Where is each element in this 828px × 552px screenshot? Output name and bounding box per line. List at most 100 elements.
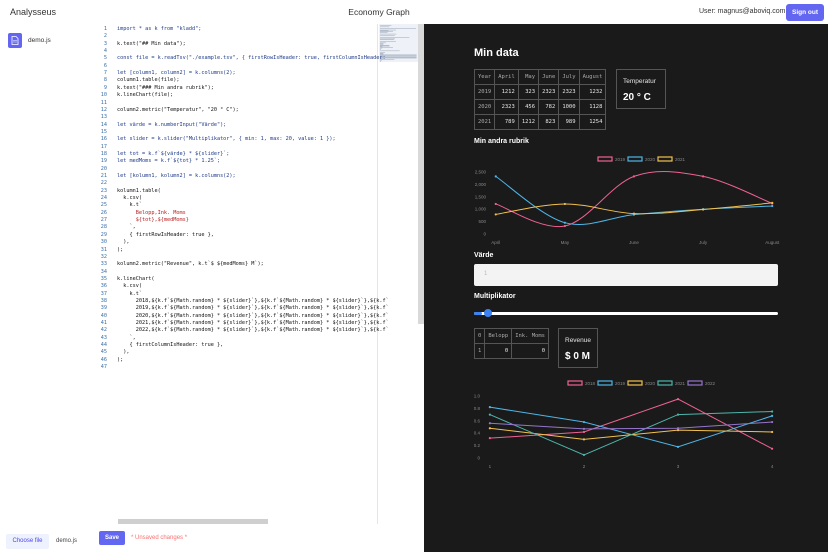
data-point-2022: [771, 420, 774, 424]
code-line[interactable]: 42 2022,${k.f`${Math.random} * ${slider}…: [93, 327, 389, 334]
multiplikator-slider[interactable]: [474, 309, 778, 317]
legend-label: 2020: [645, 157, 656, 162]
code-line[interactable]: 39 2019,${k.f`${Math.random} * ${slider}…: [93, 305, 389, 312]
code-line[interactable]: 30 ),: [93, 239, 383, 246]
legend-label: 2018: [585, 381, 596, 386]
code-line[interactable]: 17: [93, 144, 383, 151]
legend-item-2019[interactable]: 2019: [597, 156, 626, 162]
data-point-2018: [676, 398, 680, 401]
code-line[interactable]: 46);: [93, 357, 383, 364]
code-text: );: [117, 356, 124, 363]
code-line[interactable]: 19 let medMoms = k.f`${tot} * 1.25`;: [93, 158, 383, 165]
legend-swatch: [597, 380, 613, 386]
line-number: 37: [100, 290, 107, 297]
code-line[interactable]: 16 let slider = k.slider("Multiplikator",…: [93, 136, 383, 143]
line-number: 13: [100, 114, 107, 121]
sidebar-file-name: demo.js: [28, 37, 51, 44]
code-text: { firstRowIsHeader: true },: [117, 231, 214, 238]
code-line[interactable]: 28 `,: [93, 224, 383, 231]
code-line[interactable]: 12 column2.metric("Temperatur", "20 ° C")…: [93, 107, 383, 114]
code-text: let [kolumn1, kolumn2] = k.columns(2);: [117, 173, 236, 179]
legend-item-2020[interactable]: 2020: [627, 156, 656, 162]
code-line[interactable]: 9 k.text("### Min andra rubrik");: [93, 85, 383, 92]
code-line[interactable]: 40 2020,${k.f`${Math.random} * ${slider}…: [93, 313, 389, 320]
code-editor[interactable]: 1 import * as k from "kladd"; 2 3 k.text("##…: [93, 24, 424, 524]
code-line[interactable]: 1 import * as k from "kladd";: [93, 26, 383, 33]
data-point-2019: [488, 406, 491, 409]
sidebar-file-item[interactable]: demo.js: [8, 33, 88, 49]
legend-item-2018[interactable]: 2018: [567, 380, 596, 386]
vaerde-number-input[interactable]: 1: [474, 264, 778, 286]
code-line[interactable]: 35 k.lineChart(: [93, 276, 383, 283]
table-header-row: Year April May June July August: [473, 69, 607, 85]
code-line[interactable]: 5 const file = k.readTsv("./example.tsv",…: [93, 55, 386, 62]
code-line[interactable]: 26 Belopp,Ink. Moms: [93, 210, 383, 217]
code-text: ${tot},${medMoms}: [117, 217, 189, 224]
code-line[interactable]: 21 let [kolumn1, kolumn2] = k.columns(2);: [93, 173, 383, 180]
code-line[interactable]: 4: [93, 48, 383, 55]
code-line[interactable]: 24 k.csv(: [93, 195, 383, 202]
code-line[interactable]: 36 k.csv(: [93, 283, 383, 290]
x-tick-label: 1: [489, 464, 492, 469]
data-point-2022: [582, 427, 586, 430]
line-number: 3: [103, 40, 107, 47]
code-line[interactable]: 37 k.t`: [93, 291, 383, 298]
code-line[interactable]: 34: [93, 269, 383, 276]
choose-file-button[interactable]: Choose file: [6, 534, 49, 549]
line-number: 14: [100, 121, 107, 128]
code-line[interactable]: 7 let [column1, column2] = k.columns(2);: [93, 70, 383, 77]
code-line[interactable]: 38 2018,${k.f`${Math.random} * ${slider}…: [93, 298, 389, 305]
legend-item-2021[interactable]: 2021: [657, 156, 686, 162]
code-line[interactable]: 15: [93, 129, 383, 136]
code-line[interactable]: 45 ),: [93, 349, 383, 356]
table-cell: 2323: [558, 84, 580, 100]
code-line[interactable]: 8 column1.table(file);: [93, 77, 383, 84]
legend-item-2020[interactable]: 2020: [627, 380, 656, 386]
code-line[interactable]: 18 let tot = k.f`${värde} * ${slider}`;: [93, 151, 383, 158]
code-text: Belopp,Ink. Moms: [117, 209, 186, 216]
code-line[interactable]: 3 k.text("## Min data");: [93, 41, 383, 48]
series-line-2018: [489, 398, 773, 450]
code-line[interactable]: 13: [93, 114, 383, 121]
data-point-2019: [632, 175, 636, 178]
line-number: 39: [100, 305, 107, 312]
editor-horizontal-scrollbar[interactable]: [118, 519, 268, 524]
code-line[interactable]: 6: [93, 63, 383, 70]
code-line[interactable]: 25 k.t`: [93, 202, 383, 209]
line-number: 46: [100, 356, 107, 363]
code-line[interactable]: 47: [93, 364, 383, 371]
editor-vertical-scrollbar[interactable]: [418, 24, 424, 324]
code-line[interactable]: 41 2021,${k.f`${Math.random} * ${slider}…: [93, 320, 389, 327]
data-point-2019: [563, 224, 566, 228]
code-line[interactable]: 10 k.lineChart(file);: [93, 92, 383, 99]
sign-out-button[interactable]: Sign out: [786, 4, 824, 21]
brand-name: Analysseus: [10, 7, 57, 17]
code-line[interactable]: 14 let värde = k.numberInput("Värde");: [93, 122, 383, 129]
table-cell: 0: [484, 343, 513, 359]
y-tick-label: 2,000: [475, 182, 487, 187]
table-row: 2021 789 1212 823 989 1254: [473, 114, 607, 130]
code-line[interactable]: 20: [93, 166, 383, 173]
code-line[interactable]: 43 `,: [93, 335, 383, 342]
line-number: 30: [100, 239, 107, 246]
code-line[interactable]: 32: [93, 254, 383, 261]
code-line[interactable]: 11: [93, 100, 383, 107]
legend-item-2019[interactable]: 2019: [597, 380, 626, 386]
code-line[interactable]: 31);: [93, 247, 383, 254]
code-line[interactable]: 44 { firstColumnIsHeader: true },: [93, 342, 383, 349]
code-text: 2019,${k.f`${Math.random} * ${slider}`},…: [117, 305, 389, 312]
code-line[interactable]: 33 kolumn2.metric("Revenue", k.t`$ ${medM…: [93, 261, 383, 268]
save-button[interactable]: Save: [99, 531, 125, 545]
code-line[interactable]: 23 kolumn1.table(: [93, 188, 383, 195]
table-cell: 1128: [578, 99, 607, 115]
code-line[interactable]: 2: [93, 33, 383, 40]
slider-thumb[interactable]: [484, 309, 492, 317]
code-line[interactable]: 27 ${tot},${medMoms}: [93, 217, 383, 224]
legend-item-2022[interactable]: 2022: [687, 380, 716, 386]
legend-swatch: [657, 380, 673, 386]
legend-item-2021[interactable]: 2021: [657, 380, 686, 386]
editor-minimap[interactable]: [379, 24, 419, 324]
code-line[interactable]: 29 { firstRowIsHeader: true },: [93, 232, 383, 239]
code-line[interactable]: 22: [93, 180, 383, 187]
chart-heading: Min andra rubrik: [474, 138, 529, 145]
